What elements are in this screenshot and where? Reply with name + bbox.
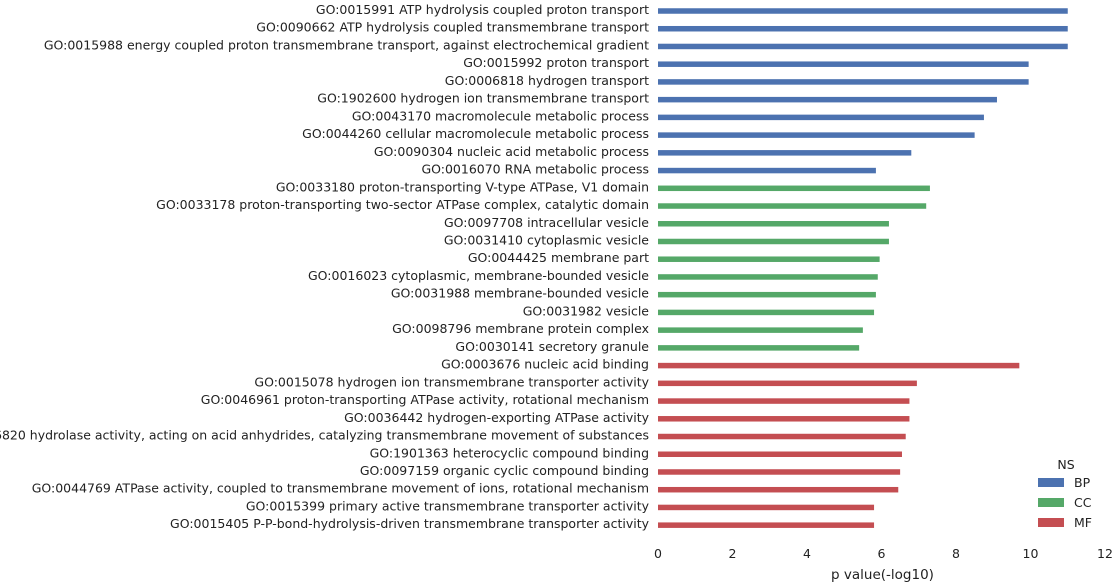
bar-29 (658, 504, 875, 511)
bar-28 (658, 486, 899, 493)
category-label-20: GO:0030141 secretory granule (455, 339, 649, 354)
bar-26 (658, 451, 902, 457)
category-label-3: GO:0015988 energy coupled proton transme… (44, 37, 649, 52)
x-tick-label-3: 4 (803, 546, 811, 561)
bar-14 (658, 238, 889, 245)
category-label-15: GO:0044425 membrane part (468, 250, 649, 265)
bar-12 (658, 203, 927, 209)
category-label-30: GO:0015405 P-P-bond-hydrolysis-driven tr… (170, 516, 650, 531)
bar-20 (658, 345, 860, 351)
category-label-27: GO:0097159 organic cyclic compound bindi… (360, 463, 649, 478)
bar-5 (658, 79, 1029, 85)
bar-23 (658, 398, 910, 404)
x-tick-label-6: 10 (1023, 546, 1039, 561)
category-label-10: GO:0016070 RNA metabolic process (421, 162, 649, 177)
legend-swatch-bp (1038, 478, 1064, 487)
legend-label-cc: CC (1074, 495, 1092, 510)
legend-swatch-mf (1038, 518, 1064, 527)
category-labels: GO:0015991 ATP hydrolysis coupled proton… (0, 2, 650, 531)
bar-16 (658, 274, 878, 280)
bar-15 (658, 256, 880, 262)
category-label-16: GO:0016023 cytoplasmic, membrane-bounded… (308, 268, 649, 283)
legend-label-bp: BP (1074, 475, 1091, 490)
x-tick-label-5: 8 (952, 546, 960, 561)
legend-title: NS (1057, 457, 1074, 472)
bar-11 (658, 185, 930, 192)
category-label-22: GO:0015078 hydrogen ion transmembrane tr… (254, 374, 649, 389)
bar-13 (658, 221, 889, 227)
category-label-28: GO:0044769 ATPase activity, coupled to t… (32, 481, 649, 496)
bar-7 (658, 114, 984, 121)
legend-swatch-cc (1038, 498, 1064, 507)
bar-1 (658, 8, 1068, 14)
legend: NS BP CC MF (1038, 457, 1092, 530)
category-label-5: GO:0006818 hydrogen transport (445, 73, 649, 88)
category-label-13: GO:0097708 intracellular vesicle (444, 215, 649, 230)
category-label-21: GO:0003676 nucleic acid binding (441, 357, 649, 372)
category-label-23: GO:0046961 proton-transporting ATPase ac… (201, 392, 649, 407)
bars-layer (658, 8, 1068, 528)
bar-10 (658, 167, 876, 174)
bar-6 (658, 96, 997, 103)
category-label-17: GO:0031988 membrane-bounded vesicle (391, 286, 649, 301)
category-label-8: GO:0044260 cellular macromolecule metabo… (302, 126, 649, 141)
category-label-18: GO:0031982 vesicle (523, 303, 650, 318)
category-label-1: GO:0015991 ATP hydrolysis coupled proton… (316, 2, 649, 17)
category-label-24: GO:0036442 hydrogen-exporting ATPase act… (344, 410, 649, 425)
category-label-26: GO:1901363 heterocyclic compound binding (370, 445, 649, 460)
category-label-2: GO:0090662 ATP hydrolysis coupled transm… (256, 20, 649, 35)
bar-17 (658, 291, 876, 298)
bar-8 (658, 132, 975, 138)
bar-18 (658, 309, 875, 316)
category-label-6: GO:1902600 hydrogen ion transmembrane tr… (317, 91, 649, 106)
category-label-12: GO:0033178 proton-transporting two-secto… (156, 197, 649, 212)
legend-label-mf: MF (1074, 515, 1092, 530)
bar-3 (658, 43, 1068, 50)
bar-30 (658, 522, 875, 528)
bar-2 (658, 25, 1068, 32)
category-label-29: GO:0015399 primary active transmembrane … (246, 498, 650, 513)
category-label-9: GO:0090304 nucleic acid metabolic proces… (374, 144, 649, 159)
x-tick-label-1: 0 (654, 546, 662, 561)
category-label-4: GO:0015992 proton transport (463, 55, 649, 70)
bar-9 (658, 150, 912, 156)
bar-24 (658, 416, 910, 422)
category-label-7: GO:0043170 macromolecule metabolic proce… (352, 108, 649, 123)
x-tick-label-2: 2 (729, 546, 737, 561)
x-axis-title: p value(-log10) (831, 567, 934, 583)
x-axis: 0 2 4 6 8 10 12 (654, 546, 1113, 561)
bar-22 (658, 380, 917, 387)
bar-4 (658, 61, 1029, 67)
x-tick-label-7: 12 (1097, 546, 1113, 561)
bar-21 (658, 362, 1020, 369)
category-label-19: GO:0098796 membrane protein complex (392, 321, 649, 336)
bar-19 (658, 327, 863, 333)
category-label-11: GO:0033180 proton-transporting V-type AT… (276, 179, 649, 194)
x-tick-label-4: 6 (878, 546, 886, 561)
bar-27 (658, 469, 901, 475)
bar-25 (658, 433, 906, 440)
category-label-25: GO:0016820 hydrolase activity, acting on… (0, 428, 649, 443)
category-label-14: GO:0031410 cytoplasmic vesicle (444, 232, 649, 247)
